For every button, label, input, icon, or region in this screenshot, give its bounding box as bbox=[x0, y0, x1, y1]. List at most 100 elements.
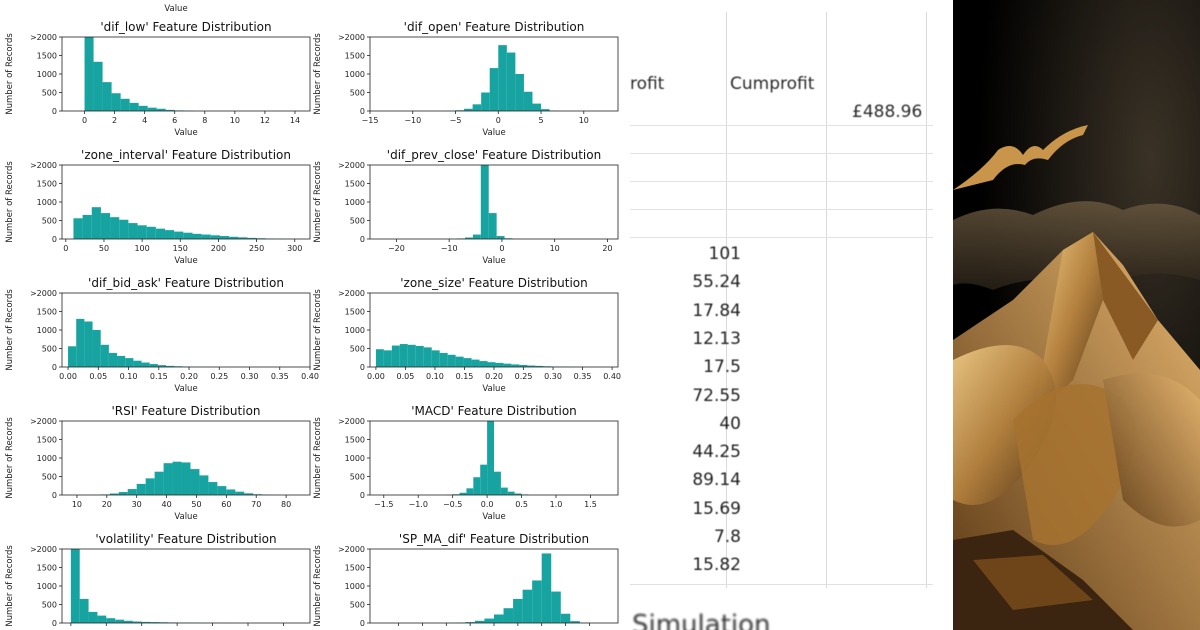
y-tick-label: 500 bbox=[42, 473, 57, 482]
y-tick-label: >2000 bbox=[338, 545, 365, 554]
histogram-bar bbox=[447, 354, 456, 367]
x-tick-label: 60 bbox=[221, 500, 231, 509]
x-tick-label: −5 bbox=[450, 116, 462, 125]
y-tick-label: 1500 bbox=[37, 180, 57, 189]
x-tick-label: 1.5 bbox=[584, 500, 597, 509]
histogram-bar bbox=[541, 109, 550, 111]
histogram-bar bbox=[120, 98, 130, 111]
mountain-facet bbox=[1093, 232, 1158, 360]
x-tick-label: 8 bbox=[202, 116, 207, 125]
histogram-bar bbox=[560, 613, 571, 623]
histogram-bar bbox=[181, 462, 191, 495]
histogram-6: 'RSI' Feature Distribution 0 500 1000 1500 >2… bbox=[5, 404, 311, 522]
x-tick-label: 0.25 bbox=[515, 372, 533, 381]
gold-mountain-artwork bbox=[953, 0, 1200, 630]
histogram-bar bbox=[110, 217, 120, 239]
histogram-bar bbox=[506, 52, 516, 111]
gold-fold bbox=[1013, 384, 1136, 545]
histogram-bar bbox=[201, 234, 211, 239]
y-tick-label: 0 bbox=[360, 107, 365, 116]
y-tick-label: 500 bbox=[350, 601, 365, 610]
histogram-bar bbox=[108, 352, 118, 367]
histogram-bar bbox=[503, 363, 512, 367]
y-tick-label: 1000 bbox=[37, 582, 57, 591]
y-tick-label: 0 bbox=[360, 491, 365, 500]
y-tick-label: >2000 bbox=[338, 289, 365, 298]
y-axis-label: Number of Records bbox=[313, 545, 323, 627]
top-axis-label: Value bbox=[164, 4, 187, 14]
y-tick-label: 0 bbox=[360, 619, 365, 628]
histogram-bar bbox=[93, 61, 103, 111]
y-tick-label: 1000 bbox=[345, 198, 365, 207]
y-tick-label: 1000 bbox=[345, 70, 365, 79]
x-tick-label: 1.0 bbox=[550, 500, 563, 509]
histogram-bar bbox=[73, 218, 83, 239]
histogram-bar bbox=[68, 346, 77, 367]
histogram-bar bbox=[190, 469, 200, 495]
y-tick-label: 1000 bbox=[345, 326, 365, 335]
chart-title: 'zone_interval' Feature Distribution bbox=[81, 148, 291, 162]
gold-mountain-image bbox=[953, 0, 1200, 630]
histogram-bar bbox=[375, 349, 384, 367]
histogram-bar bbox=[154, 471, 164, 495]
x-axis-label: Value bbox=[174, 384, 197, 394]
histogram-bar bbox=[495, 362, 504, 367]
histogram-bar bbox=[439, 352, 448, 367]
histogram-bar bbox=[494, 614, 504, 623]
histogram-bar bbox=[471, 359, 480, 367]
x-axis-label: Value bbox=[174, 512, 197, 522]
histogram-bar bbox=[165, 109, 175, 111]
x-tick-label: 4 bbox=[142, 116, 147, 125]
histogram-bar bbox=[219, 236, 230, 239]
histogram-bar bbox=[84, 321, 93, 367]
histogram-bar bbox=[383, 350, 392, 367]
histogram-1: 'dif_open' Feature Distribution 0 500 1000 1… bbox=[313, 20, 619, 138]
histogram-bar bbox=[472, 104, 482, 111]
x-tick-label: 300 bbox=[287, 244, 302, 253]
y-tick-label: 500 bbox=[350, 345, 365, 354]
histogram-bar bbox=[523, 91, 533, 111]
y-tick-label: 1000 bbox=[37, 70, 57, 79]
y-tick-label: 0 bbox=[52, 107, 57, 116]
histogram-bar bbox=[102, 82, 112, 111]
histogram-bar bbox=[496, 236, 505, 239]
profit-cell: 44.25 bbox=[692, 442, 741, 463]
x-tick-label: 10 bbox=[550, 244, 560, 253]
histogram-bar bbox=[156, 108, 166, 111]
histogram-bar bbox=[183, 232, 193, 239]
histogram-bar bbox=[128, 223, 138, 239]
x-tick-label: 0.35 bbox=[574, 372, 592, 381]
y-tick-label: 0 bbox=[52, 619, 57, 628]
histogram-bar bbox=[172, 461, 182, 495]
histogram-bar bbox=[238, 237, 248, 239]
histogram-bar bbox=[511, 364, 520, 367]
x-tick-label: −15 bbox=[362, 116, 379, 125]
chart-title: 'dif_open' Feature Distribution bbox=[404, 20, 585, 34]
profit-cell: 55.24 bbox=[692, 272, 741, 293]
histogram-bar bbox=[163, 463, 173, 495]
row-divider bbox=[630, 584, 933, 585]
histogram-bar bbox=[570, 621, 580, 623]
histogram-bar bbox=[84, 37, 94, 111]
histogram-bar bbox=[535, 365, 544, 367]
histogram-bar bbox=[133, 360, 142, 367]
y-tick-label: 1000 bbox=[37, 454, 57, 463]
x-tick-label: 0.15 bbox=[150, 372, 168, 381]
histogram-bar bbox=[229, 236, 239, 239]
histogram-bar bbox=[532, 580, 542, 623]
histogram-bar bbox=[481, 92, 490, 111]
x-tick-label: 40 bbox=[161, 500, 171, 509]
histogram-bar bbox=[487, 362, 496, 367]
histogram-bar bbox=[150, 622, 160, 623]
histogram-bar bbox=[431, 350, 440, 367]
y-tick-label: 1500 bbox=[37, 564, 57, 573]
profit-header: Profit bbox=[630, 74, 665, 94]
x-axis-label: Value bbox=[174, 256, 197, 266]
x-tick-label: 150 bbox=[173, 244, 188, 253]
row-divider bbox=[630, 181, 933, 182]
x-tick-label: −10 bbox=[441, 244, 458, 253]
histogram-bar bbox=[465, 622, 475, 623]
profit-cell: 17.5 bbox=[703, 357, 741, 378]
y-axis-label: Number of Records bbox=[5, 161, 15, 243]
histogram-bar bbox=[498, 45, 507, 111]
